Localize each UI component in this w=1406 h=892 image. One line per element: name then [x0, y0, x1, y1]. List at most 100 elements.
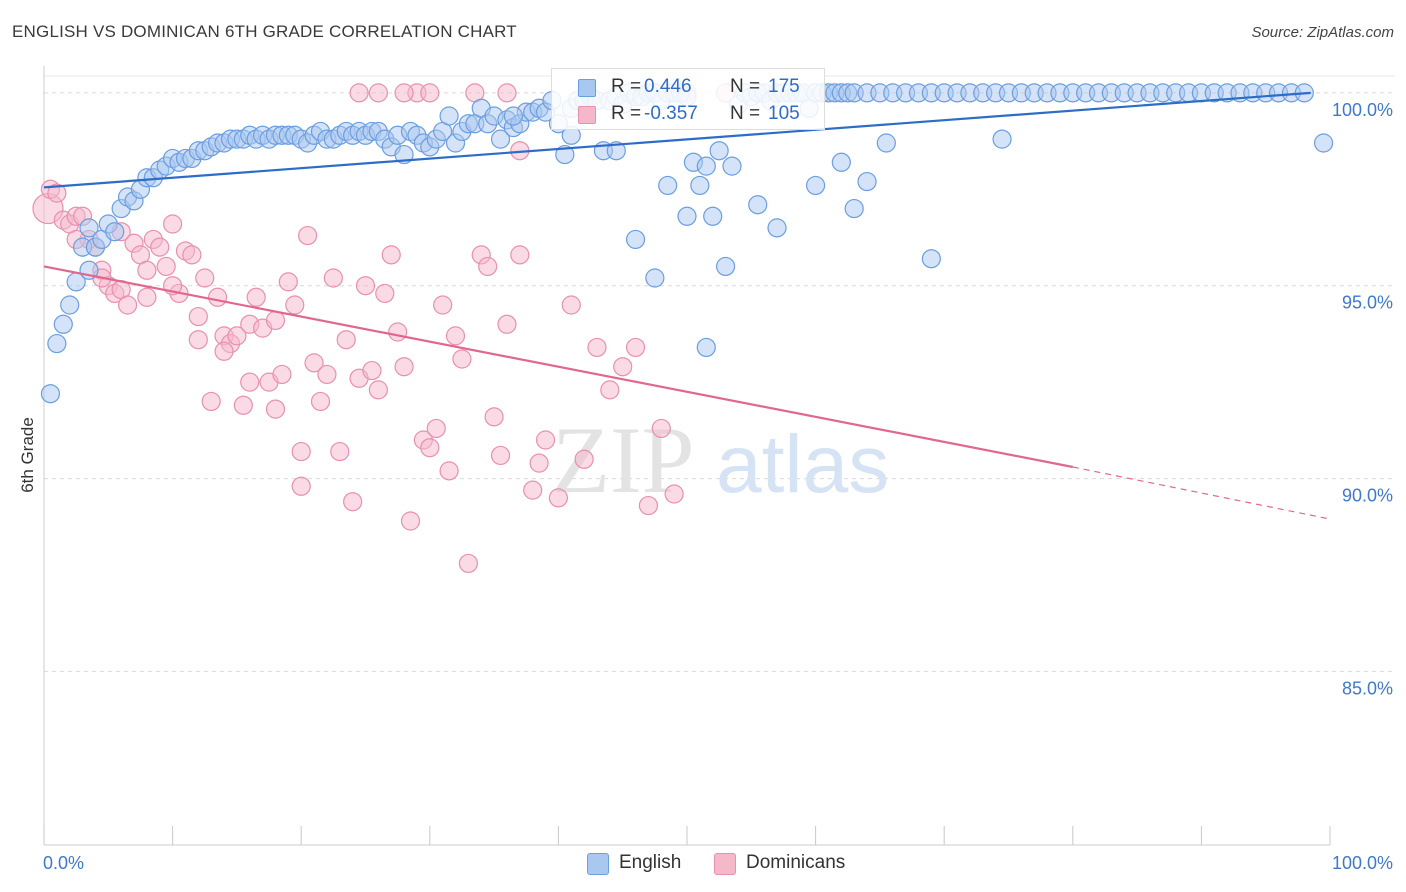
dominican-point — [291, 476, 311, 496]
dominican-point — [156, 256, 176, 277]
english-r-value: 0.446 — [644, 76, 692, 97]
dominican-point — [137, 260, 157, 280]
dominican-point — [317, 364, 337, 385]
dominican-n-label: N = — [730, 103, 761, 124]
dominican-point — [394, 83, 414, 103]
dominican-point — [638, 495, 659, 516]
dominican-point — [291, 441, 311, 462]
dominican-point — [478, 256, 498, 277]
dominican-point — [548, 488, 569, 508]
english-point — [992, 129, 1012, 149]
dominican-point — [285, 295, 305, 315]
dominican-point — [420, 438, 440, 458]
dominican-point — [265, 399, 286, 419]
english-point — [555, 144, 575, 165]
dominican-point — [182, 245, 202, 265]
dominican-point — [278, 272, 298, 292]
dominican-point — [323, 268, 343, 288]
dominican-point — [600, 380, 620, 400]
dominican-point — [381, 245, 401, 265]
dominican-point — [368, 380, 388, 400]
english-point — [658, 175, 678, 196]
dominican-point — [343, 492, 363, 512]
dominican-point — [400, 511, 421, 531]
dominican-point — [233, 395, 253, 415]
x-tick-label: 100.0% — [1332, 853, 1393, 873]
dominican-point — [336, 330, 356, 350]
dominican-r-label: R = — [611, 103, 642, 124]
english-point — [53, 314, 73, 334]
dominican-point — [355, 276, 376, 296]
dominican-point — [388, 322, 408, 342]
english-point — [503, 106, 523, 126]
dominican-n-value: 105 — [768, 103, 800, 124]
english-point — [715, 256, 736, 277]
dominican-point — [362, 360, 382, 381]
english-point — [677, 206, 697, 226]
dominican-trend-line — [43, 265, 1074, 469]
bottom-dominican-label: Dominicans — [746, 852, 846, 873]
x-tick-label: 0.0% — [43, 853, 84, 873]
english-point — [47, 333, 67, 354]
watermark-atlas: atlas — [716, 419, 889, 510]
dominican-point — [188, 306, 208, 327]
dominican-point — [574, 449, 594, 469]
dominican-point — [625, 337, 646, 358]
dominican-point — [433, 295, 453, 315]
dominican-point — [445, 326, 466, 346]
y-tick-label: 100.0% — [1332, 100, 1393, 120]
dominican-point — [304, 353, 324, 373]
dominican-point — [137, 287, 157, 307]
dominican-point — [561, 295, 581, 315]
english-point — [1313, 133, 1334, 153]
dominican-point — [375, 283, 395, 304]
english-point — [490, 129, 511, 149]
dominican-point — [523, 480, 543, 500]
dominican-point — [420, 83, 440, 103]
dominican-point — [349, 83, 369, 103]
english-point — [79, 218, 99, 238]
dominican-trend-extension — [1072, 466, 1331, 520]
dominican-point — [587, 337, 607, 358]
dominican-point — [426, 418, 446, 439]
dominican-point — [246, 287, 266, 307]
dominican-point — [298, 225, 318, 246]
dominican-point — [272, 364, 292, 385]
english-point — [696, 337, 716, 358]
dominican-point — [394, 357, 414, 377]
english-r-label: R = — [611, 76, 642, 97]
y-tick-label: 90.0% — [1342, 486, 1393, 506]
dominican-point — [47, 183, 67, 203]
dominican-points — [32, 83, 736, 574]
dominican-point — [163, 214, 183, 234]
dominican-point — [497, 314, 517, 334]
english-point — [690, 175, 710, 196]
legend-row-dominicans: R = -0.357 N = 105 — [552, 99, 824, 129]
english-point — [625, 229, 646, 250]
dominican-point — [310, 391, 331, 412]
dominican-point — [664, 484, 684, 504]
dominican-r-value: -0.357 — [644, 103, 698, 124]
chart-title: ENGLISH VS DOMINICAN 6TH GRADE CORRELATI… — [12, 22, 517, 41]
english-point — [805, 175, 826, 196]
english-points — [40, 83, 1334, 404]
dominican-point — [117, 295, 138, 315]
legend-row-english: R = 0.446 N = 175 — [552, 72, 824, 102]
dominican-point — [195, 268, 215, 288]
dominican-point — [150, 237, 170, 257]
source-label: Source: ZipAtlas.com — [1251, 24, 1394, 41]
tick-labels: 85.0% 90.0% 95.0% 100.0% 0.0% 100.0% — [43, 100, 1393, 873]
english-point — [722, 156, 742, 176]
dominican-point — [439, 461, 459, 481]
dominican-point — [651, 418, 671, 439]
bottom-english-swatch — [587, 853, 609, 875]
english-point — [606, 141, 626, 161]
dominican-point — [490, 445, 511, 466]
dominican-point — [188, 330, 208, 350]
english-swatch — [578, 79, 596, 97]
english-point — [831, 152, 851, 172]
dominican-point — [214, 341, 234, 361]
english-point — [645, 268, 665, 288]
dominican-point — [529, 453, 549, 473]
